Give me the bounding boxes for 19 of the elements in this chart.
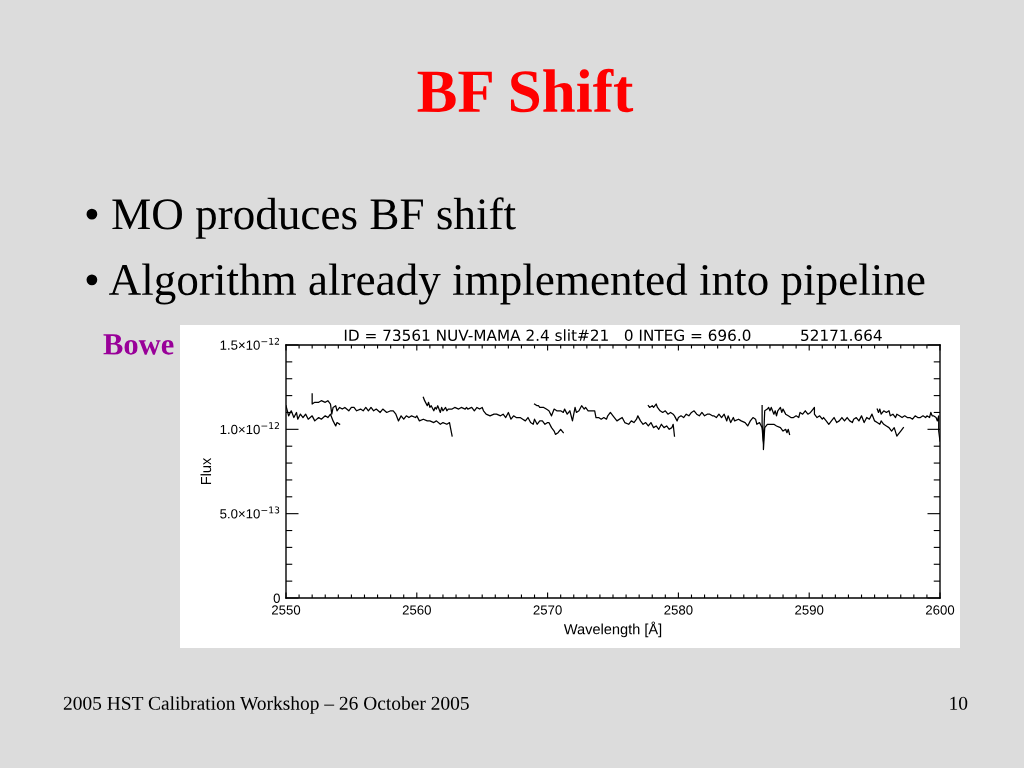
y-tick-label: 1.5×10$^{−12}$	[220, 337, 280, 350]
text: • Algorithm already implemented into pipeline	[86, 263, 925, 305]
text: 2005 HST Calibration Workshop – 26 October 2005	[63, 696, 469, 714]
x-axis-title: Wavelength [Å]	[563, 621, 662, 638]
y-tick-label: 0	[273, 593, 280, 603]
x-tick-label: 2580	[664, 605, 693, 615]
chart-title: BF Shift	[417, 68, 634, 113]
text: 10	[950, 696, 968, 710]
x-tick-label: 2560	[402, 605, 431, 615]
x-tick-label: 2600	[925, 605, 955, 615]
text: • MO produces BF shift	[86, 197, 516, 239]
x-tick-label: 2570	[533, 605, 562, 615]
chart-subtitle: ID = 73561 NUV-MAMA 2.4 slit#21 0 INTEG = 696.0 52171.664	[344, 329, 882, 342]
y-axis-title: Flux	[200, 457, 212, 485]
y-tick-label: 5.0×10$^{−13}$	[220, 506, 280, 519]
text: Bowe	[103, 334, 174, 355]
y-tick-label: 1.0×10$^{−12}$	[220, 422, 280, 435]
x-tick-label: 2550	[271, 605, 301, 615]
x-tick-label: 2590	[795, 605, 824, 615]
